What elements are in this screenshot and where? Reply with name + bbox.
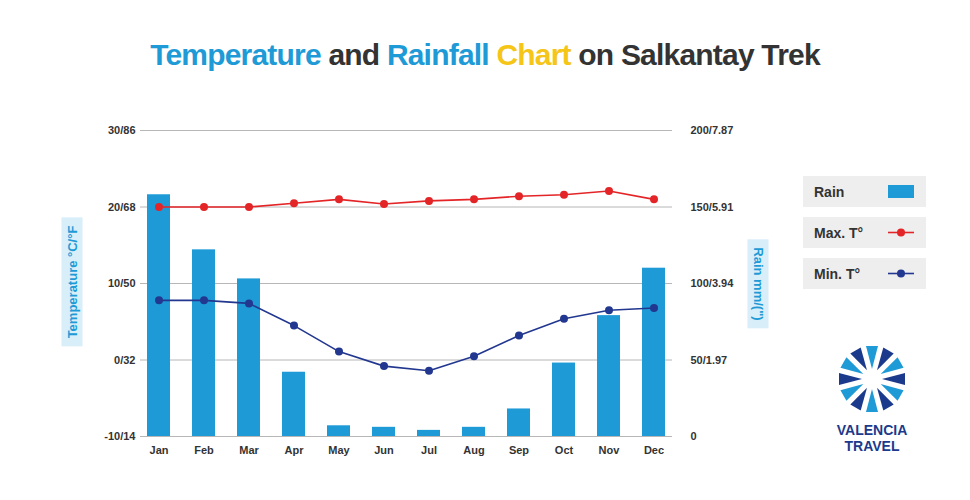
svg-text:Jun: Jun	[374, 444, 394, 456]
svg-text:0: 0	[691, 430, 697, 442]
svg-text:Sep: Sep	[509, 444, 529, 456]
svg-text:200/7.87: 200/7.87	[691, 124, 734, 136]
svg-text:Feb: Feb	[194, 444, 214, 456]
html-text:Rain: Rain	[814, 184, 845, 200]
svg-text:May: May	[328, 444, 350, 456]
svg-text:Jan: Jan	[150, 444, 169, 456]
svg-text:150/5.91: 150/5.91	[691, 201, 734, 213]
html-text:VALENCIA TRAVEL: VALENCIA TRAVEL	[836, 422, 908, 454]
html-text:Rain mm/("): Rain mm/(")	[750, 247, 766, 321]
svg-text:Mar: Mar	[239, 444, 259, 456]
svg-text:Aug: Aug	[463, 444, 484, 456]
svg-text:10/50: 10/50	[108, 277, 136, 289]
svg-text:-10/14: -10/14	[104, 430, 136, 442]
html-text:Max. T°: Max. T°	[814, 225, 864, 241]
svg-text:100/3.94: 100/3.94	[691, 277, 735, 289]
svg-text:Oct: Oct	[555, 444, 574, 456]
svg-text:Apr: Apr	[285, 444, 305, 456]
html-text:Temperature °C/°F: Temperature °C/°F	[64, 225, 80, 339]
html-text:Min. T°: Min. T°	[814, 266, 860, 282]
svg-text:Jul: Jul	[421, 444, 437, 456]
svg-text:20/68: 20/68	[108, 201, 136, 213]
svg-text:30/86: 30/86	[108, 124, 136, 136]
svg-text:Dec: Dec	[644, 444, 664, 456]
html-text:Temperature and Rainfall Chart: Temperature and Rainfall Chart on Salkan…	[150, 38, 820, 71]
svg-text:Nov: Nov	[599, 444, 621, 456]
svg-text:0/32: 0/32	[114, 354, 135, 366]
svg-text:50/1.97: 50/1.97	[691, 354, 728, 366]
